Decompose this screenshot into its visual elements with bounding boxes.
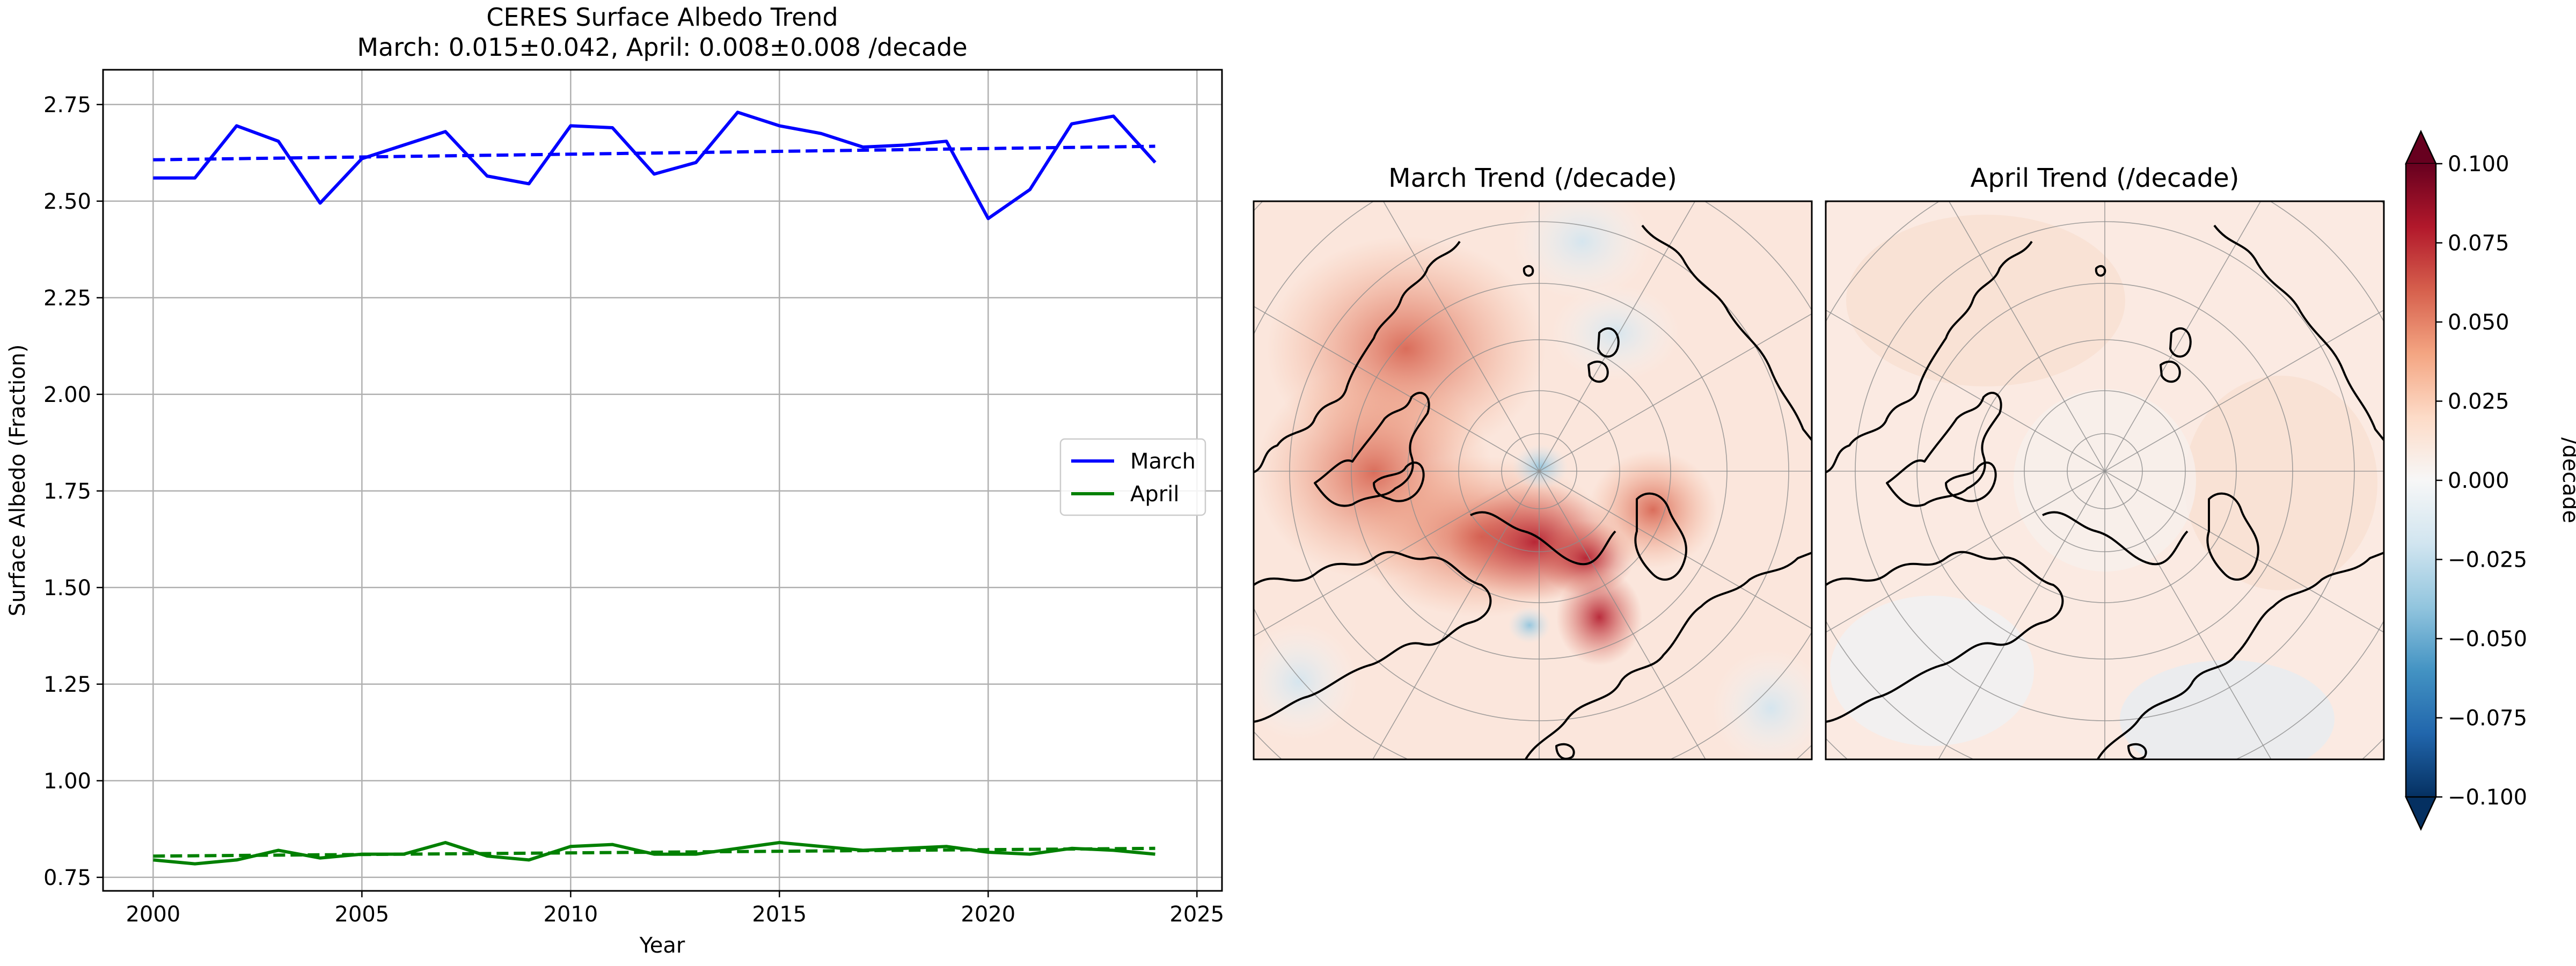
- colorbar-extend-min: [2405, 796, 2437, 831]
- colorbar-tick-label: 0.000: [2448, 469, 2509, 493]
- x-tick-label: 2010: [543, 902, 598, 927]
- map-march-graticule: [1254, 201, 1812, 759]
- y-tick-label: 2.25: [43, 286, 91, 311]
- grid: [103, 70, 1222, 891]
- y-tick-label: 1.00: [43, 769, 91, 794]
- x-axis: 2000 2005 2010 2015 2020 2025: [126, 891, 1224, 927]
- y-axis: 0.75 1.00 1.25 1.50 1.75 2.00 2.25 2.50 2.75: [43, 93, 103, 890]
- legend: March April: [1059, 438, 1206, 516]
- colorbar-tick-label: −0.050: [2448, 627, 2527, 652]
- map-april-title: April Trend (/decade): [1970, 163, 2239, 193]
- colorbar: 0.100 0.075 0.050 0.025 0.000 −0.025 −0.050 −0.…: [2405, 130, 2576, 831]
- y-tick-label: 1.25: [43, 672, 91, 697]
- map-april-graticule: [1826, 201, 2384, 759]
- series-line-march: [153, 111, 1157, 221]
- colorbar-tick-label: −0.025: [2448, 548, 2527, 573]
- colorbar-extend-max: [2405, 130, 2437, 165]
- y-tick-label: 2.75: [43, 93, 91, 118]
- chart-subtitle: March: 0.015±0.042, April: 0.008±0.008 /…: [357, 33, 967, 62]
- colorbar-tick-label: −0.100: [2448, 785, 2527, 810]
- x-tick-label: 2005: [334, 902, 389, 927]
- map-march-trend-field: [1254, 201, 1812, 759]
- map-april-coastlines: [1826, 224, 2384, 759]
- map-april-frame: [1825, 200, 2385, 760]
- legend-frame: [1059, 438, 1206, 516]
- y-tick-label: 1.75: [43, 479, 91, 504]
- colorbar-tick-label: 0.025: [2448, 390, 2509, 414]
- map-march: March Trend (/decade): [1253, 163, 1813, 760]
- x-axis-label: Year: [639, 933, 685, 958]
- y-tick-label: 2.50: [43, 189, 91, 214]
- chart-title: CERES Surface Albedo Trend: [486, 3, 838, 32]
- x-tick-label: 2025: [1169, 902, 1224, 927]
- colorbar-tick-label: 0.075: [2448, 231, 2509, 256]
- map-march-frame: [1253, 200, 1813, 760]
- series-line-april: [153, 841, 1155, 866]
- colorbar-label: /decade: [2558, 437, 2576, 523]
- y-tick-label: 1.50: [43, 576, 91, 601]
- colorbar-body: [2406, 164, 2436, 797]
- plot-frame: [102, 69, 1223, 892]
- legend-label-march: March: [1130, 449, 1196, 474]
- trend-line-march: [153, 144, 1155, 162]
- x-tick-label: 2020: [961, 902, 1015, 927]
- trend-line-april: [153, 846, 1155, 858]
- colorbar-tick-label: 0.050: [2448, 310, 2509, 335]
- series-layer: [153, 111, 1157, 866]
- colorbar-ticks: 0.100 0.075 0.050 0.025 0.000 −0.025 −0.050 −0.…: [2436, 152, 2527, 810]
- map-march-coastlines: [1254, 224, 1812, 759]
- colorbar-tick-label: 0.100: [2448, 152, 2509, 177]
- x-tick-label: 2015: [752, 902, 807, 927]
- map-march-title: March Trend (/decade): [1388, 163, 1677, 193]
- line-chart: CERES Surface Albedo Trend March: 0.015±…: [5, 3, 1224, 958]
- map-april: April Trend (/decade): [1825, 163, 2385, 760]
- x-tick-label: 2000: [126, 902, 180, 927]
- colorbar-tick-label: −0.075: [2448, 706, 2527, 731]
- legend-label-april: April: [1130, 482, 1179, 507]
- y-axis-label: Surface Albedo (Fraction): [5, 344, 30, 616]
- y-tick-label: 0.75: [43, 866, 91, 890]
- y-tick-label: 2.00: [43, 383, 91, 407]
